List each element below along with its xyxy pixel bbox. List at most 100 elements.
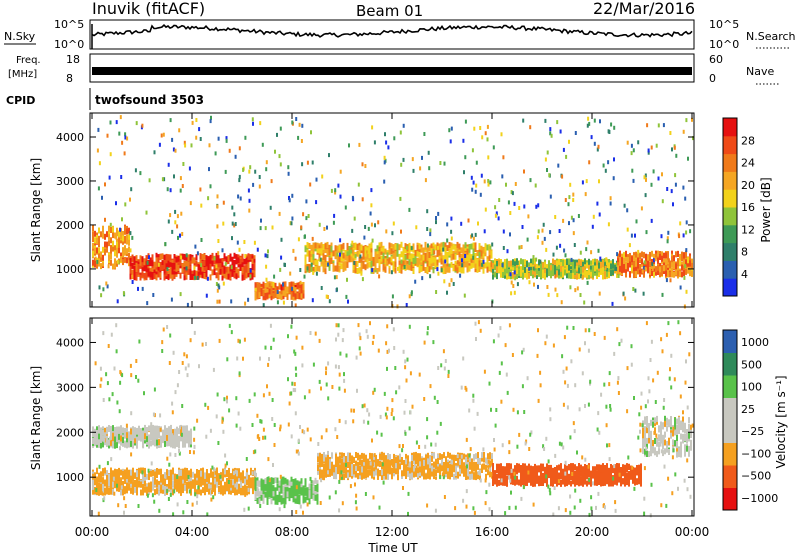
range-cell	[295, 117, 298, 121]
range-cell	[199, 253, 202, 260]
range-cell	[345, 456, 347, 462]
range-cell	[160, 477, 162, 484]
range-cell	[272, 494, 275, 501]
range-cell	[256, 477, 259, 484]
range-cell	[484, 250, 487, 257]
range-cell	[356, 244, 359, 251]
range-cell	[365, 462, 367, 468]
range-cell	[643, 260, 646, 265]
range-cell	[250, 467, 252, 474]
range-cell	[639, 252, 641, 259]
range-cell	[351, 240, 354, 245]
range-cell	[570, 259, 572, 266]
range-cell	[148, 439, 150, 446]
range-cell	[100, 476, 102, 483]
range-cell	[256, 490, 259, 497]
range-cell	[476, 258, 479, 265]
range-cell	[404, 243, 407, 250]
range-cell	[98, 241, 100, 248]
range-cell	[400, 162, 403, 167]
range-cell	[657, 123, 660, 128]
range-cell	[365, 472, 367, 479]
range-cell	[349, 467, 351, 473]
range-cell	[100, 293, 103, 298]
range-cell	[97, 186, 100, 191]
range-cell	[194, 275, 196, 280]
range-cell	[280, 495, 283, 502]
range-cell	[106, 246, 108, 253]
range-cell	[298, 484, 301, 491]
range-cell	[260, 488, 263, 495]
range-cell	[282, 284, 285, 291]
range-cell	[376, 268, 379, 274]
range-cell	[580, 272, 582, 279]
range-cell	[294, 256, 297, 261]
range-cell	[186, 486, 188, 492]
range-cell	[560, 300, 563, 305]
range-cell	[623, 261, 625, 268]
range-cell	[296, 293, 299, 300]
range-cell	[518, 245, 521, 250]
range-cell	[481, 135, 484, 140]
range-cell	[400, 251, 403, 258]
range-cell	[440, 258, 443, 265]
range-cell	[136, 442, 138, 449]
range-cell	[110, 237, 112, 244]
range-cell	[170, 479, 172, 486]
range-cell	[443, 279, 446, 284]
range-cell	[496, 266, 498, 273]
range-cell	[126, 467, 128, 474]
range-cell	[520, 266, 522, 273]
range-cell	[168, 469, 170, 476]
range-cell	[582, 261, 584, 268]
range-cell	[224, 468, 226, 475]
range-cell	[178, 469, 180, 476]
range-cell	[245, 272, 248, 279]
range-cell	[168, 426, 170, 433]
range-cell	[446, 245, 449, 252]
range-cell	[102, 435, 104, 442]
range-cell	[384, 132, 386, 137]
range-cell	[550, 133, 553, 138]
range-cell	[124, 225, 126, 232]
range-cell	[473, 126, 476, 131]
range-cell	[577, 214, 580, 218]
range-cell	[239, 264, 242, 271]
range-cell	[482, 247, 485, 254]
range-cell	[320, 286, 323, 290]
range-cell	[390, 248, 393, 255]
range-cell	[514, 265, 516, 272]
range-cell	[678, 234, 681, 239]
range-cell	[364, 264, 367, 271]
range-cell	[110, 248, 112, 255]
range-cell	[586, 123, 589, 128]
range-cell	[361, 277, 364, 282]
range-cell	[689, 255, 691, 262]
range-cell	[121, 140, 124, 145]
range-cell	[561, 174, 564, 179]
range-cell	[476, 250, 479, 256]
range-cell	[416, 262, 419, 267]
range-cell	[102, 232, 104, 239]
range-cell	[134, 432, 136, 439]
range-cell	[483, 229, 486, 234]
range-cell	[348, 249, 351, 256]
colorbar-segment	[723, 135, 737, 155]
range-cell	[242, 167, 245, 172]
range-cell	[108, 225, 110, 232]
range-cell	[260, 288, 263, 295]
range-cell	[162, 430, 164, 437]
range-cell	[659, 271, 661, 278]
range-cell	[458, 261, 461, 268]
range-cell	[189, 274, 192, 280]
range-cell	[329, 459, 331, 466]
range-cell	[627, 257, 629, 263]
range-cell	[643, 252, 645, 259]
range-cell	[604, 168, 607, 173]
range-cell	[625, 255, 627, 261]
range-cell	[131, 255, 134, 262]
range-cell	[508, 270, 510, 277]
range-cell	[205, 255, 208, 262]
range-cell	[651, 267, 654, 271]
